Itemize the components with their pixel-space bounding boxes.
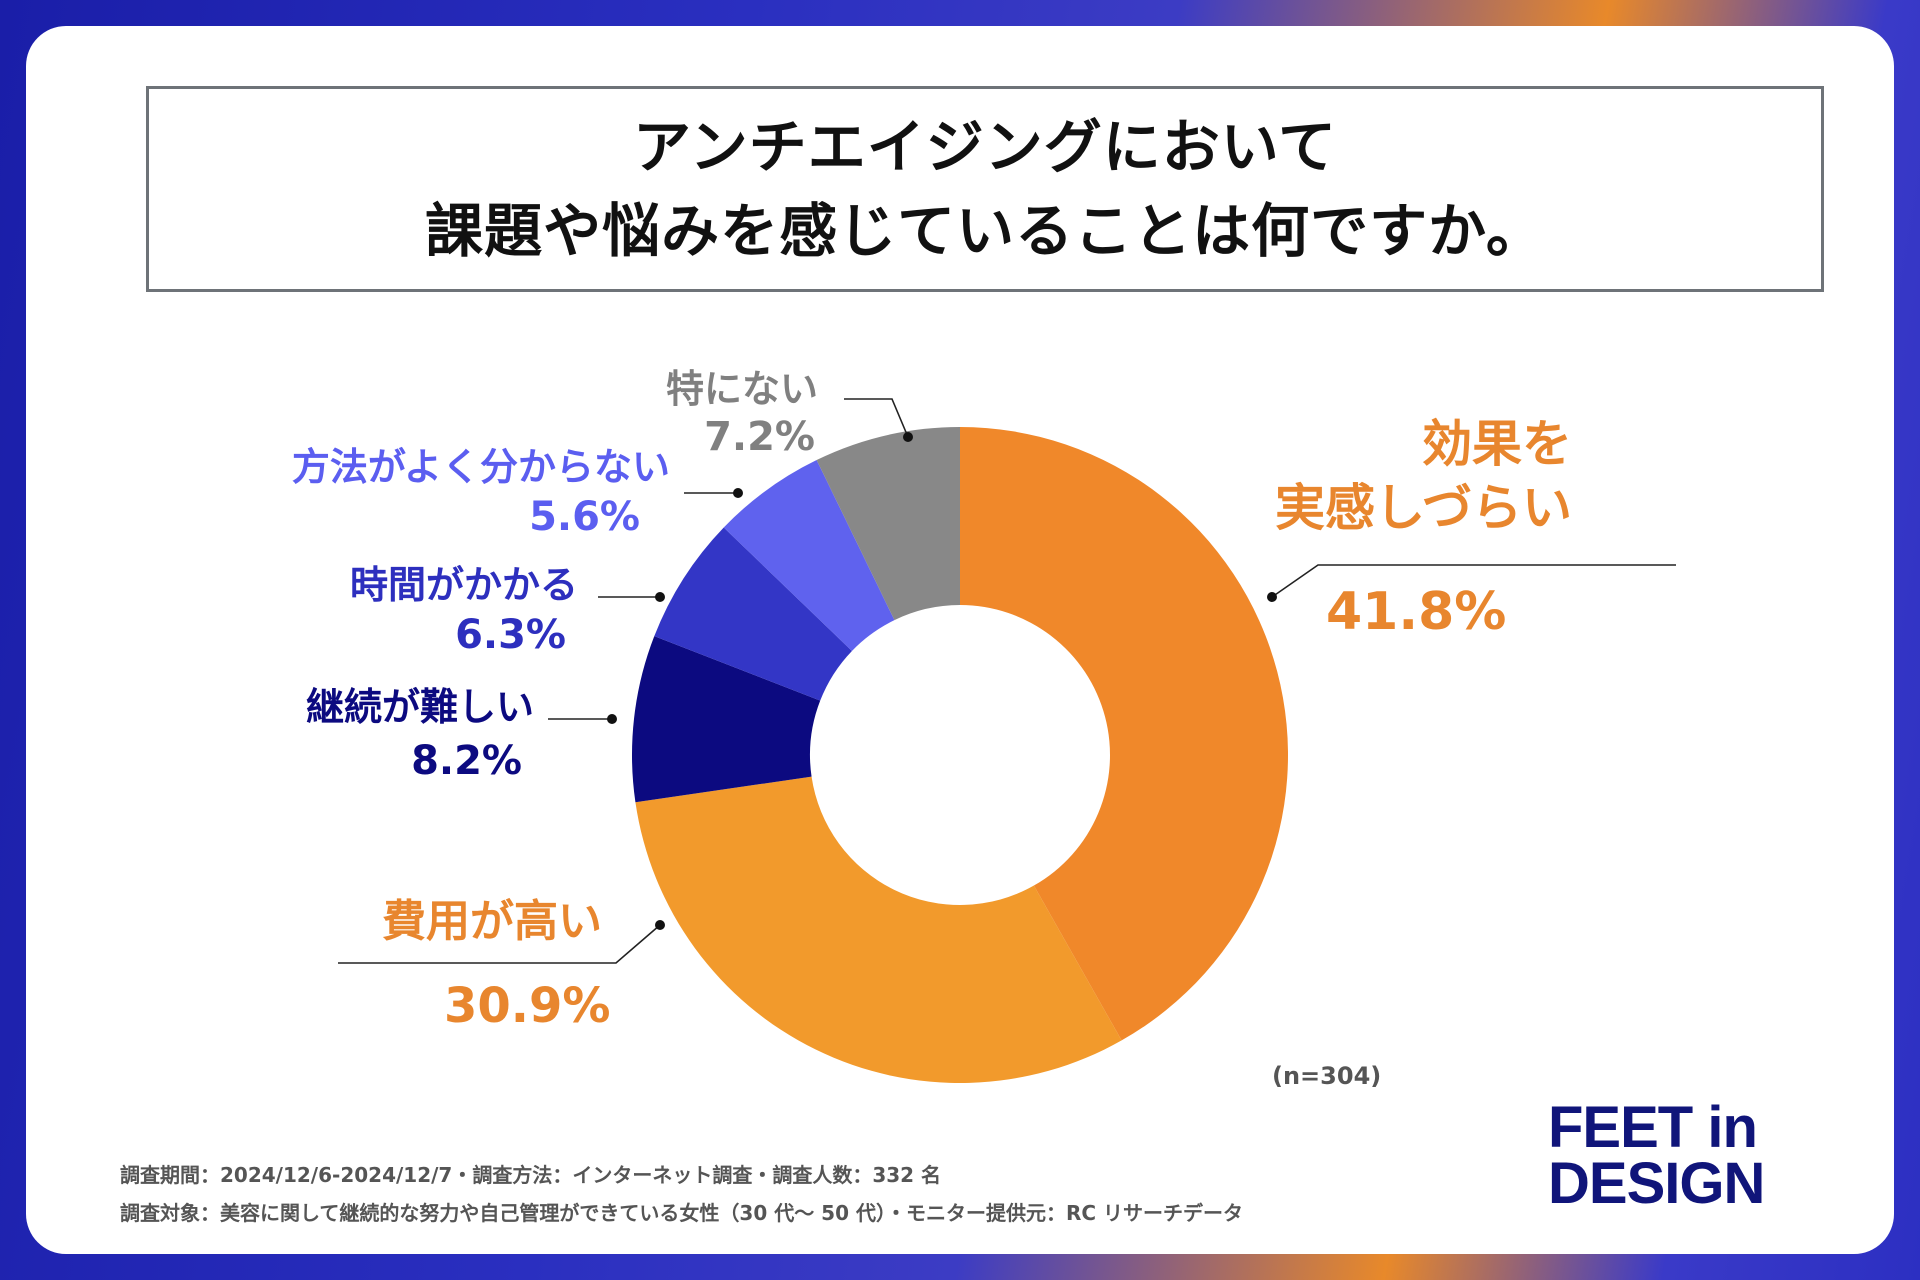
slice-label-line: 実感しづらい <box>1275 479 1572 537</box>
leader-lines <box>338 398 1676 964</box>
slice-label-line: 費用が高い <box>382 896 602 947</box>
leader-dot-time <box>655 592 665 602</box>
slice-none <box>816 427 960 621</box>
logo-line-2: DESIGN <box>1548 1151 1765 1216</box>
page-title-line-2: 課題や悩みを感じていることは何ですか。 <box>425 197 1545 265</box>
slice-label-line: 特にない <box>665 367 818 411</box>
title-box: アンチエイジングにおいて 課題や悩みを感じていることは何ですか。 <box>146 86 1824 292</box>
slice-label-cost: 費用が高い <box>382 892 602 952</box>
slice-value-method: 5.6% <box>529 494 640 540</box>
slice-method <box>723 459 895 651</box>
slice-continuity <box>632 636 821 803</box>
slice-value-effect: 41.8% <box>1326 582 1507 642</box>
logo-line-1: FEET in <box>1548 1095 1758 1160</box>
leader-line-none <box>844 398 909 438</box>
chart-slices <box>632 427 1288 1084</box>
sample-size-label: (n=304) <box>1272 1062 1382 1090</box>
slice-label-time: 時間がかかる <box>350 560 578 610</box>
slice-label-line: 時間がかかる <box>349 563 578 607</box>
footnote-line-1: 調査期間：2024/12/6-2024/12/7・調査方法：インターネット調査・… <box>120 1163 942 1187</box>
leader-dot-cost <box>655 920 665 930</box>
page-title-line-1: アンチエイジングにおいて <box>633 113 1337 181</box>
slice-value-time: 6.3% <box>455 612 566 658</box>
leader-line-effect <box>1271 564 1676 598</box>
leader-line-cost <box>338 924 661 964</box>
leader-dot-continuity <box>607 714 617 724</box>
footnote-line-2: 調査対象：美容に関して継続的な努力や自己管理ができている女性（30 代～ 50 … <box>120 1201 1243 1225</box>
slice-label-effect: 効果を実感しづらい <box>1275 412 1572 540</box>
slice-effect <box>960 427 1288 1041</box>
slice-label-continuity: 継続が難しい <box>306 682 534 732</box>
slice-time <box>654 527 852 701</box>
slice-value-cost: 30.9% <box>444 978 611 1034</box>
brand-logo: FEET in DESIGN <box>1548 1095 1808 1216</box>
leader-dot-none <box>903 432 913 442</box>
slice-label-line: 効果を <box>1422 415 1572 473</box>
survey-footnote: 調査期間：2024/12/6-2024/12/7・調査方法：インターネット調査・… <box>120 1156 1243 1232</box>
slice-cost <box>635 776 1122 1084</box>
slice-label-line: 継続が難しい <box>305 685 534 729</box>
slice-label-line: 方法がよく分からない <box>291 445 670 489</box>
leader-dot-effect <box>1267 592 1277 602</box>
slice-label-method: 方法がよく分からない <box>292 442 670 492</box>
leader-dot-method <box>733 488 743 498</box>
slice-label-none: 特にない <box>666 364 818 414</box>
slice-value-continuity: 8.2% <box>411 738 522 784</box>
slice-value-none: 7.2% <box>704 414 815 460</box>
